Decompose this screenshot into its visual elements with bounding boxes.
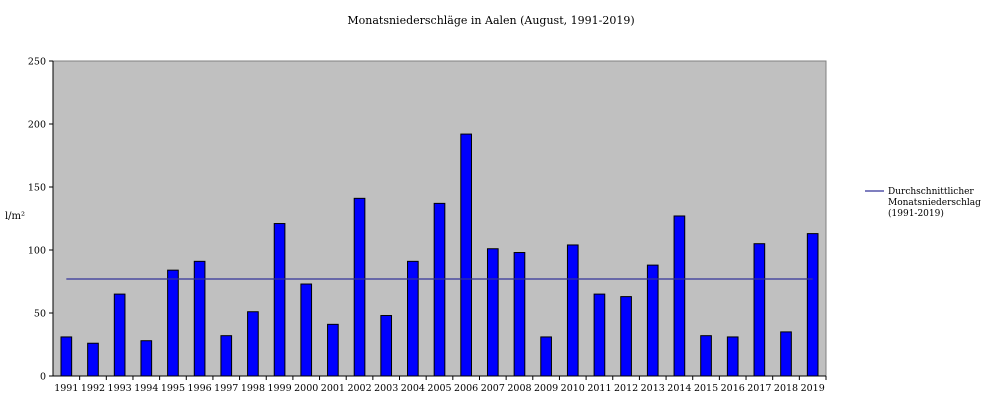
x-tick-label: 1997 [214,383,238,394]
bar-2007 [486,248,499,377]
bar-1995 [167,269,179,377]
y-axis-label: l/m² [5,211,25,222]
x-tick-label: 2009 [534,383,558,394]
bar-2001 [327,323,339,377]
x-tick-label: 1993 [108,383,132,394]
y-tick-label: 200 [28,120,46,131]
y-tick-label: 0 [40,372,46,383]
bar-1994 [140,340,153,377]
x-axis: 1991 1992 1993 1994 1995 1996 1997 1998 1999 2000… [53,375,827,394]
x-tick-label: 2015 [694,383,718,394]
x-tick-label: 2010 [561,383,585,394]
legend-label-line: Monatsniederschlag [888,198,981,208]
bar-1997 [220,335,233,377]
chart-title: Monatsniederschläge in Aalen (August, 19… [347,14,634,27]
bar-2006 [460,133,472,377]
x-tick-label: 1994 [134,383,158,394]
bar-2012 [620,296,632,377]
x-tick-label: 2016 [721,383,745,394]
x-tick-label: 2006 [454,383,478,394]
legend-label-average: Durchschnittlicher Monatsniederschlag (199… [888,187,981,219]
x-tick-label: 2011 [587,383,611,394]
y-axis: 0 50 100 150 200 250 [28,57,54,383]
x-tick-label: 2007 [481,383,505,394]
x-tick-label: 1996 [188,383,212,394]
x-tick-label: 2014 [667,383,691,394]
x-tick-label: 1998 [241,383,265,394]
x-tick-label: 2019 [801,383,825,394]
y-tick-label: 100 [28,246,46,257]
bar-2018 [780,331,792,377]
y-tick-label: 150 [28,183,46,194]
bar-1999 [273,223,286,377]
legend-label-line: Durchschnittlicher [888,187,974,197]
y-tick-label: 250 [28,57,46,68]
bar-1992 [87,342,99,377]
x-tick-label: 2004 [401,383,425,394]
bar-1998 [247,311,259,377]
bar-2013 [646,264,659,377]
x-tick-label: 2012 [614,383,638,394]
x-tick-label: 2008 [507,383,531,394]
bar-2011 [593,293,606,377]
bar-2017 [753,243,766,377]
bar-2009 [540,336,552,377]
bar-2005 [433,202,446,377]
legend: Durchschnittlicher Monatsniederschlag (199… [865,187,981,219]
bar-1991 [60,336,73,377]
bar-2008 [513,252,526,377]
x-tick-label: 2018 [774,383,798,394]
y-tick-label: 50 [34,309,46,320]
x-tick-label: 1991 [54,383,78,394]
bar-2014 [673,215,686,377]
x-tick-label: 2001 [321,383,345,394]
x-tick-label: 2003 [374,383,398,394]
bar-2010 [566,244,579,377]
x-tick-label: 2000 [294,383,318,394]
x-tick-label: 2017 [747,383,771,394]
bar-2003 [380,315,393,377]
bar-2016 [726,336,739,377]
x-tick-label: 1999 [267,383,291,394]
bar-2002 [353,197,366,377]
bar-2000 [300,283,313,377]
x-tick-label: 2013 [641,383,665,394]
legend-label-line: (1991-2019) [888,208,944,219]
x-tick-label: 2002 [347,383,371,394]
bar-1993 [113,293,126,377]
bar-2015 [700,335,712,377]
x-tick-label: 2005 [427,383,451,394]
x-tick-label: 1992 [81,383,105,394]
bar-2019 [806,233,819,377]
x-tick-label: 1995 [161,383,185,394]
